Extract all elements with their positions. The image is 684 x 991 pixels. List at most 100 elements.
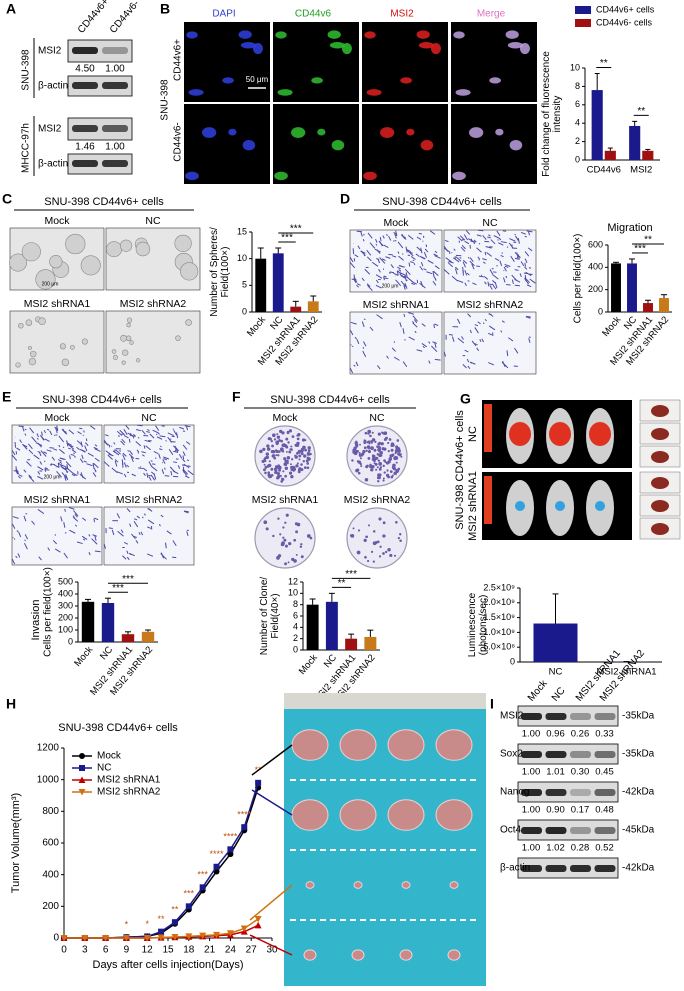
clone xyxy=(289,448,292,451)
ratio: 4.50 xyxy=(75,64,95,75)
marker xyxy=(227,851,234,858)
stained-cell xyxy=(464,349,469,353)
arrow xyxy=(249,934,293,956)
stained-cell xyxy=(367,232,373,239)
stained-cell xyxy=(56,470,63,478)
clone xyxy=(399,533,402,536)
stained-cell xyxy=(375,243,378,246)
stained-cell xyxy=(382,235,385,239)
stained-cell xyxy=(488,234,491,237)
blot-band xyxy=(594,827,616,834)
micrograph xyxy=(9,310,105,374)
clone xyxy=(377,480,380,483)
clone xyxy=(355,468,359,473)
significance: ** xyxy=(171,905,179,915)
sphere xyxy=(9,253,28,272)
stained-cell xyxy=(146,431,150,433)
cell xyxy=(489,77,501,84)
cell xyxy=(507,42,523,49)
clone xyxy=(271,454,276,458)
marker xyxy=(60,935,68,942)
stained-cell xyxy=(378,268,381,273)
marker xyxy=(240,925,248,932)
clone xyxy=(302,460,306,463)
clone xyxy=(373,448,377,452)
stained-cell xyxy=(29,427,35,434)
blot xyxy=(517,743,619,765)
stained-cell xyxy=(476,234,482,237)
stained-cell xyxy=(184,475,190,479)
stained-cell xyxy=(159,523,161,527)
stained-cell xyxy=(73,455,76,458)
clone xyxy=(390,444,394,448)
stained-cell xyxy=(488,332,493,336)
clone xyxy=(353,451,358,456)
stained-cell xyxy=(405,246,408,253)
size-label: -35kDa xyxy=(622,711,655,722)
clone xyxy=(367,524,371,527)
clone xyxy=(367,559,370,563)
stained-cell xyxy=(68,429,75,435)
image-label: Mock xyxy=(44,215,70,227)
stained-cell xyxy=(388,253,393,256)
stained-cell xyxy=(465,230,471,235)
stained-cell xyxy=(165,542,167,549)
organ xyxy=(651,428,669,440)
clone xyxy=(293,538,297,542)
stained-cell xyxy=(400,280,407,288)
stained-cell xyxy=(91,538,98,545)
stained-cell xyxy=(77,431,82,435)
clone xyxy=(357,471,361,475)
stained-cell xyxy=(497,239,499,241)
stained-cell xyxy=(422,240,424,242)
clone xyxy=(355,440,358,444)
cell xyxy=(222,77,234,84)
marker xyxy=(185,933,193,940)
clone xyxy=(307,446,311,450)
y-tick-label: 0 xyxy=(68,636,73,646)
clone xyxy=(285,459,289,463)
stained-cell xyxy=(155,425,160,431)
blot-band xyxy=(545,789,567,796)
stained-cell xyxy=(471,263,475,270)
scale-label: 200 μm xyxy=(42,281,59,287)
sphere xyxy=(25,319,33,326)
row-label: β-actin xyxy=(38,81,68,92)
stained-cell xyxy=(455,256,462,262)
clone xyxy=(293,559,297,563)
clone xyxy=(279,447,284,452)
bar xyxy=(325,601,338,650)
stained-cell xyxy=(459,235,466,241)
panel-label: E xyxy=(2,389,11,405)
stained-cell xyxy=(489,285,493,290)
x-tick-label: 21 xyxy=(204,945,216,956)
stained-cell xyxy=(46,449,52,452)
stained-cell xyxy=(453,248,456,251)
cell-line: MHCC-97h xyxy=(21,123,32,173)
signal xyxy=(555,501,565,511)
clone xyxy=(266,464,270,468)
clone xyxy=(371,438,376,442)
x-tick-label: Mock xyxy=(245,314,268,339)
legend-label: Mock xyxy=(97,751,122,762)
panel-label: B xyxy=(160,1,170,17)
clone xyxy=(379,466,382,469)
clone xyxy=(382,464,385,468)
stained-cell xyxy=(434,265,440,270)
stained-cell xyxy=(482,235,487,241)
stained-cell xyxy=(489,283,493,286)
stained-cell xyxy=(14,441,17,448)
y-axis-label: Cells per field(100×) xyxy=(573,234,584,324)
stained-cell xyxy=(443,351,447,357)
clone xyxy=(374,540,378,544)
tumor xyxy=(435,799,473,831)
stained-cell xyxy=(484,251,487,256)
micrograph xyxy=(273,22,359,102)
stained-cell xyxy=(120,529,124,534)
image-label: Mock xyxy=(272,412,298,424)
blot-band xyxy=(594,789,616,796)
clone xyxy=(385,436,388,440)
stained-cell xyxy=(94,457,100,462)
marker xyxy=(199,884,206,891)
stained-cell xyxy=(432,341,437,344)
